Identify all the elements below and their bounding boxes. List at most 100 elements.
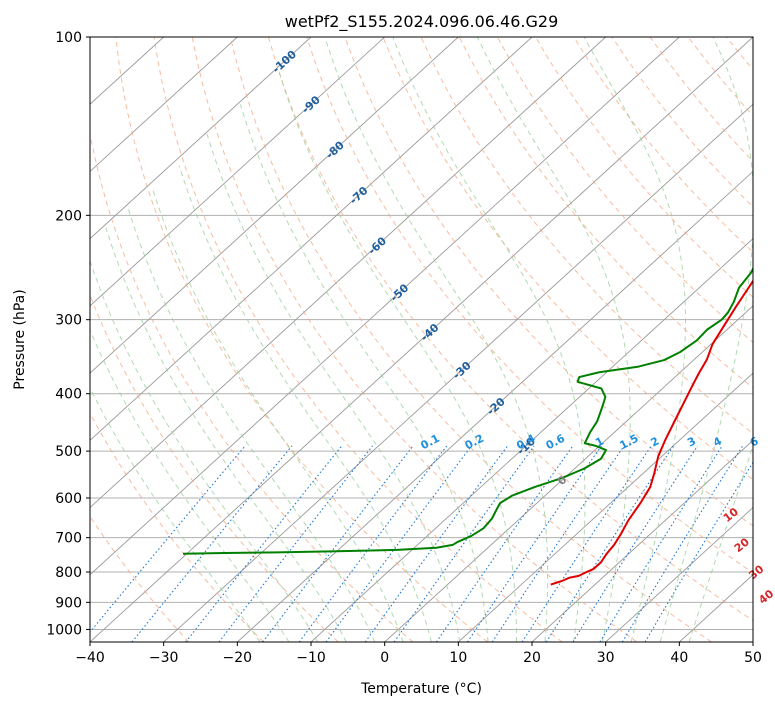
- mixing-ratio-label: 1.5: [617, 432, 640, 453]
- moist-adiabat-line: [688, 444, 753, 642]
- y-tick-label: 100: [55, 30, 82, 46]
- mixing-ratio-line: [491, 445, 625, 642]
- moist-adiabat-line: [239, 104, 489, 642]
- temperature-line: [550, 279, 753, 586]
- dry-adiabat-line: [611, 37, 753, 208]
- mixing-ratio-line: [262, 445, 414, 642]
- dry-adiabat-line: [765, 37, 775, 642]
- isotherm-line: [90, 37, 606, 509]
- mixing-ratio-line: [185, 445, 343, 642]
- x-tick-label: 30: [597, 650, 615, 666]
- isotherm-line: [90, 37, 753, 642]
- mixing-ratio-label: 0.4: [514, 432, 538, 453]
- moist-adiabat-line: [178, 165, 432, 642]
- dewpoint-line: [183, 266, 753, 555]
- moist-adiabat-line: [206, 132, 461, 642]
- moist-adiabat-line: [392, 37, 586, 642]
- dry-adiabat-line: [229, 37, 712, 642]
- mixing-ratio-line: [131, 445, 293, 642]
- dry-adiabat-line: [90, 412, 264, 642]
- dry-adiabat-line: [90, 293, 339, 642]
- y-axis-label: Pressure (hPa): [12, 289, 28, 389]
- dry-adiabat-label: 10: [721, 505, 741, 525]
- moist-adiabat-line: [127, 208, 376, 642]
- y-tick-label: 200: [55, 208, 82, 224]
- x-tick-label: 0: [380, 650, 389, 666]
- mixing-ratio-label: 3: [685, 434, 698, 449]
- mixing-ratio-line: [364, 445, 509, 642]
- mixing-ratio-line: [90, 445, 246, 633]
- isotherm-line: [163, 103, 753, 642]
- mixing-ratio-line: [521, 445, 652, 642]
- y-tick-label: 900: [55, 595, 82, 611]
- dry-adiabat-line: [153, 37, 563, 642]
- dry-adiabat-line: [115, 37, 488, 642]
- moist-adiabat-line: [90, 259, 319, 642]
- moist-adiabat-line: [476, 37, 631, 642]
- dry-adiabat-label: 40: [756, 587, 775, 607]
- background-lines: [90, 37, 775, 642]
- moist-adiabat-line: [324, 37, 549, 642]
- dry-adiabat-line: [649, 37, 753, 163]
- mixing-ratio-line: [644, 461, 753, 642]
- line-labels: -100-90-80-70-60-50-40-30-20-1000.1 0.2 0.…: [270, 48, 775, 607]
- x-tick-label: −30: [149, 650, 179, 666]
- mixing-ratio-label: 0.1: [418, 432, 441, 453]
- isotherm-line: [90, 37, 459, 374]
- moist-adiabat-line: [90, 328, 290, 642]
- x-tick-label: 50: [744, 650, 762, 666]
- dry-adiabat-line: [344, 37, 753, 527]
- mixing-ratio-line: [435, 445, 574, 642]
- dry-adiabat-label: 20: [732, 535, 752, 555]
- dry-adiabat-label: 30: [746, 562, 766, 582]
- y-tick-label: 500: [55, 444, 82, 460]
- dry-adiabat-line: [306, 37, 753, 574]
- isotherm-line: [90, 37, 533, 441]
- isotherm-line: [531, 439, 753, 642]
- dry-adiabat-line: [191, 37, 638, 642]
- dry-adiabat-line: [458, 37, 753, 389]
- mixing-ratio-label: 4: [711, 434, 724, 449]
- plot-frame: [89, 36, 754, 643]
- dry-adiabat-line: [90, 515, 190, 642]
- y-tick-label: 700: [55, 531, 82, 547]
- mixing-ratio-line: [325, 445, 472, 642]
- isotherm-line: [752, 641, 753, 642]
- dry-adiabat-line: [268, 37, 753, 622]
- isotherm-line: [237, 170, 753, 642]
- y-axis: 100 200 300 400 500 600 700 800 900 1000: [46, 30, 90, 638]
- dry-adiabat-line: [725, 37, 753, 71]
- dry-adiabat-line: [497, 37, 753, 344]
- y-tick-label: 800: [55, 565, 82, 581]
- mixing-ratio-label: 0.2: [463, 432, 486, 453]
- mixing-ratio-line: [393, 445, 535, 642]
- y-tick-label: 300: [55, 313, 82, 329]
- isotherm-line: [605, 506, 753, 642]
- mixing-ratio-label: 6: [748, 434, 761, 449]
- moist-adiabat-line: [151, 188, 404, 642]
- isotherm-line: [458, 372, 753, 642]
- x-tick-label: −20: [223, 650, 253, 666]
- moist-adiabat-line: [659, 37, 753, 642]
- profile-lines: [183, 266, 753, 586]
- mixing-ratio-line: [599, 445, 723, 642]
- isotherm-line: [90, 37, 238, 173]
- x-tick-label: −10: [296, 650, 326, 666]
- y-tick-label: 600: [55, 491, 82, 507]
- dry-adiabat-line: [687, 37, 753, 117]
- y-tick-label: 1000: [46, 622, 82, 638]
- isotherm-line: [90, 37, 312, 240]
- mixing-ratio-line: [298, 445, 448, 642]
- y-tick-label: 400: [55, 387, 82, 403]
- moist-adiabat-line: [278, 72, 517, 642]
- dry-adiabat-line: [573, 37, 753, 253]
- isotherm-line: [90, 37, 680, 576]
- mixing-ratio-line: [545, 445, 674, 642]
- isotherm-line: [310, 238, 753, 642]
- moist-adiabat-line: [583, 37, 686, 642]
- x-tick-label: −40: [75, 650, 105, 666]
- mixing-ratio-line: [467, 445, 602, 642]
- dry-adiabat-line: [90, 131, 414, 642]
- x-axis: −40 −30 −20 −10 0 10 20 30 40 50: [75, 642, 762, 666]
